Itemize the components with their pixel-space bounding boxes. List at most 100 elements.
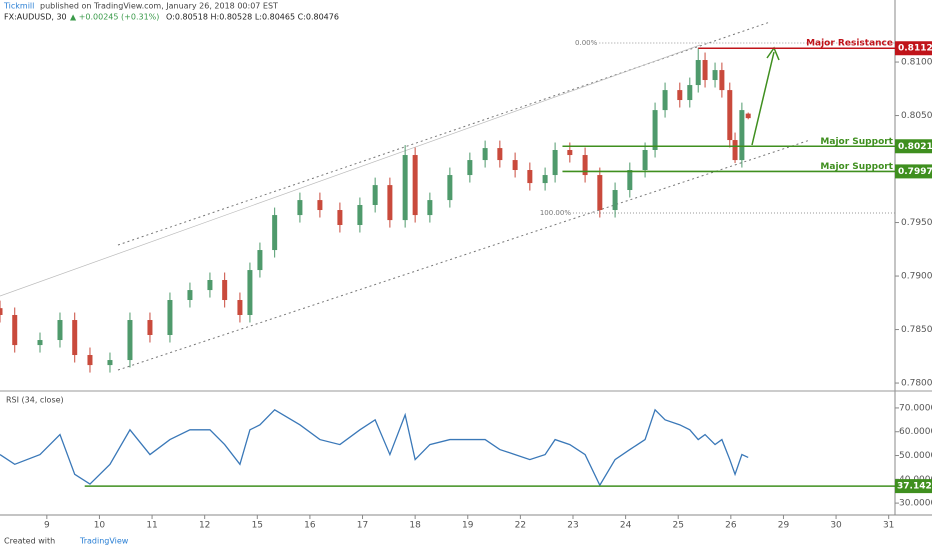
candle-body [257,250,263,271]
y-tick-label: 0.81000 [901,58,932,68]
candle-body [497,148,503,161]
candle-body [447,175,453,201]
candle-body [37,340,43,346]
level-price: 0.79978 [898,167,932,177]
x-tick-label: 12 [199,521,210,531]
level-price: 0.80213 [898,142,932,152]
candle-body [12,314,18,346]
x-tick-label: 10 [94,521,106,531]
rsi-level-box [895,479,932,494]
candle-body [167,300,173,336]
candle-body [412,155,418,216]
candle-body [702,60,708,81]
publisher: Tickmill [3,2,34,11]
x-tick-label: 15 [252,521,263,531]
brand: TradingView [79,537,129,546]
candle-body [187,290,193,301]
candle-body [297,200,303,216]
x-tick-label: 9 [44,521,50,531]
candle-body [372,185,378,205]
rsi-line [0,408,749,487]
candle-body [357,205,363,226]
symbol: FX:AUDUSD, 30 [4,13,67,22]
candle-body [732,140,738,161]
x-tick-label: 18 [409,521,421,531]
candle-body [207,280,213,291]
candle-body [745,113,751,119]
x-tick-label: 22 [515,521,526,531]
level-price: 0.81129 [898,44,932,54]
candle-body [512,160,518,171]
channel-mid [0,44,701,297]
channel-lower [117,139,811,371]
level-label: Major Support [820,162,893,172]
projection-arrow [751,51,775,146]
candle-body [567,150,573,156]
candle-body [402,155,408,221]
candle-body [542,175,548,184]
x-tick-label: 17 [357,521,368,531]
candle-body [107,360,113,366]
x-tick-label: 25 [672,521,683,531]
x-tick-label: 29 [778,521,790,531]
candle-body [687,85,693,101]
fib-label: 0.00% [575,39,598,47]
candle-body [727,90,733,141]
candle-body [237,300,243,315]
candle-body [272,215,278,251]
x-tick-label: 24 [620,521,632,531]
x-tick-label: 31 [883,521,894,531]
candle-body [582,155,588,176]
candle-body [482,148,488,161]
candle-body [467,160,473,176]
x-tick-label: 16 [304,521,316,531]
level-label: Major Support [820,137,893,147]
x-tick-label: 19 [462,521,474,531]
fib-label: 100.00% [540,209,571,217]
candle-body [72,320,78,356]
published: published on TradingView.com, January 26… [40,2,278,11]
rsi-level-value: 37.1428 [897,482,932,492]
candle-body [677,90,683,101]
candle-body [57,320,63,341]
candle-body [127,320,133,361]
level-price-box [895,139,932,154]
rsi-tick-label: 50.0000 [899,451,932,461]
footer: Created with [4,537,55,546]
candle-body [652,110,658,151]
ohlc: O:0.80518 H:0.80528 L:0.80465 C:0.80476 [166,13,339,22]
candle-body [739,110,745,161]
candle-body [612,190,618,211]
candle-body [247,270,253,315]
candle-body [719,70,725,91]
candle-body [695,60,701,86]
candle-body [87,355,93,366]
rsi-tick-label: 70.0000 [899,403,932,413]
level-label: Major Resistance [806,39,893,49]
candle-body [222,280,228,301]
candle-body [552,150,558,176]
candle-body [387,185,393,221]
candle-body [337,210,343,226]
candle-body [527,170,533,184]
candle-body [712,70,718,81]
candle-body [597,175,603,211]
change: ▲ +0.00245 (+0.31%) [70,13,159,22]
x-tick-label: 23 [567,521,578,531]
x-tick-label: 26 [725,521,737,531]
candle-body [642,150,648,171]
candle-body [147,320,153,336]
candle-body [662,90,668,111]
level-price-box [895,41,932,56]
x-tick-label: 11 [146,521,157,531]
level-price-box [895,164,932,179]
x-tick-label: 30 [830,521,842,531]
candle-body [627,170,633,191]
